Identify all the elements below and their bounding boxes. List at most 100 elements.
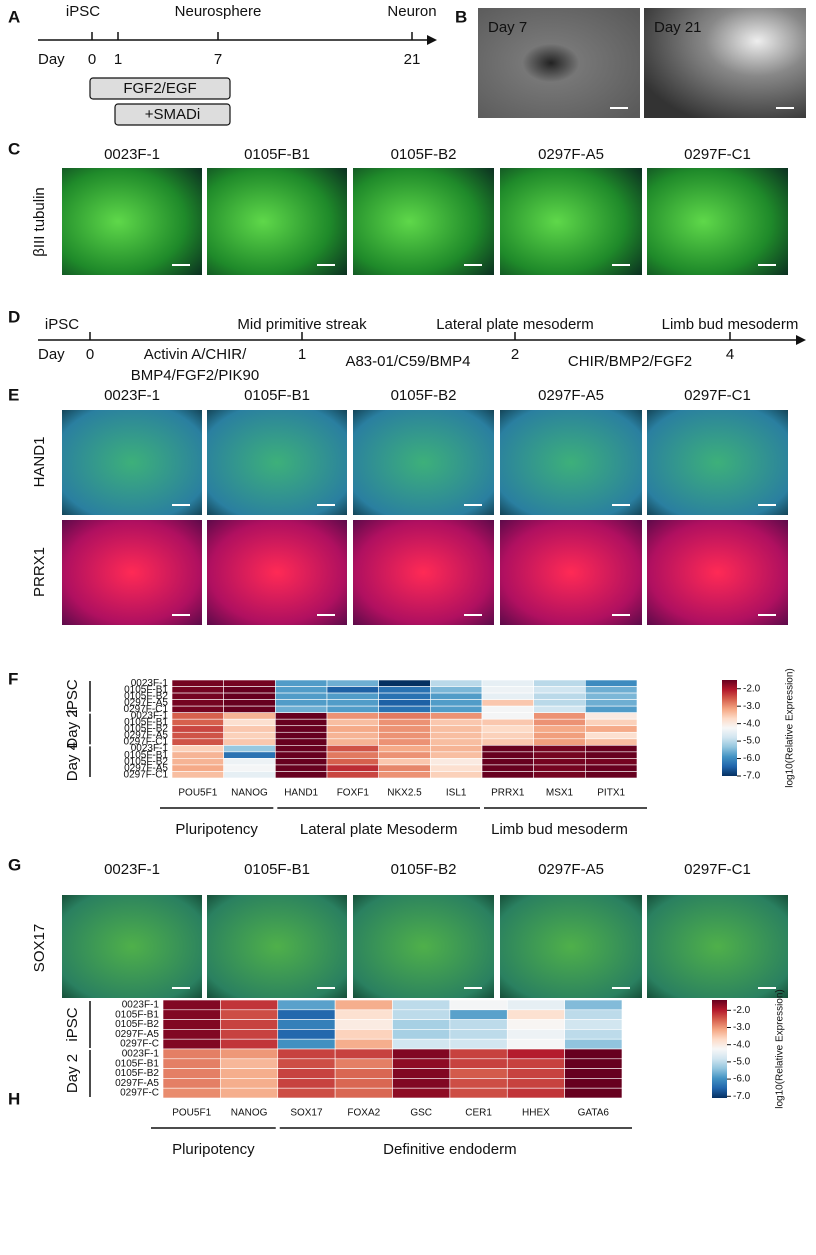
row-label: 0023F-1 <box>122 1049 160 1060</box>
heatmap-cell <box>481 745 534 753</box>
column-label: CER1 <box>465 1108 492 1119</box>
heatmap-cell <box>275 764 328 772</box>
heatmap-cell <box>506 1009 565 1020</box>
column-label: PRRX1 <box>491 788 525 799</box>
heatmap-cell <box>334 1078 393 1089</box>
heatmap-cell <box>326 692 379 700</box>
heatmap-cell <box>506 1058 565 1069</box>
heatmap-cell <box>585 751 638 759</box>
row-label: 0023F-1 <box>131 678 169 689</box>
heatmap-cell <box>171 725 224 733</box>
heatmap-cell <box>378 738 431 746</box>
day-label: 0 <box>88 51 96 68</box>
heatmap-cell <box>223 745 276 753</box>
heatmap-cell <box>223 751 276 759</box>
heatmap-cell <box>449 1038 508 1050</box>
stain-label: SOX17 <box>31 924 48 972</box>
heatmap-cell <box>378 758 431 766</box>
column-label: PITX1 <box>597 788 625 799</box>
day-label: 2 <box>511 346 519 363</box>
heatmap-cell <box>171 679 224 687</box>
heatmap-cell <box>533 712 586 720</box>
heatmap-cell <box>326 712 379 720</box>
heatmap-cell <box>481 692 534 700</box>
heatmap-cell <box>334 1019 393 1030</box>
heatmap-cell <box>430 771 483 779</box>
row-group-label: Day 2 <box>64 709 81 748</box>
heatmap-cell <box>430 718 483 727</box>
heatmap-cell <box>564 999 623 1011</box>
heatmap-cell <box>585 758 638 766</box>
heatmap-cell <box>223 686 276 694</box>
heatmap-cell <box>378 725 431 733</box>
row-label: 0105F-B2 <box>115 1019 159 1030</box>
heatmap-cell <box>430 712 483 720</box>
column-group-label: Lateral plate Mesoderm <box>300 821 458 838</box>
heatmap-cell <box>564 1009 623 1020</box>
heatmap-cell <box>275 712 328 720</box>
heatmap-cell <box>430 764 483 772</box>
row-label: 0105F-B2 <box>124 691 168 702</box>
treatment-label: Activin A/CHIR/ <box>144 346 247 363</box>
panel-label: F <box>8 669 18 688</box>
heatmap-cell <box>481 751 534 759</box>
heatmap-cell <box>171 745 224 753</box>
column-label: SOX17 <box>290 1108 323 1119</box>
row-label: 0297F-A5 <box>124 730 168 741</box>
panel-label: H <box>8 1089 20 1108</box>
heatmap-cell <box>220 1029 279 1040</box>
row-label: 0105F-B1 <box>124 717 168 728</box>
colorbar-tick-label: -3.0 <box>743 701 761 712</box>
heatmap-cell <box>220 1038 279 1050</box>
heatmap-cell <box>378 731 431 740</box>
row-label: 0297F-C <box>120 1039 159 1050</box>
heatmap-cell <box>162 1009 221 1020</box>
heatmap-cell <box>533 725 586 733</box>
treatment-box <box>89 77 231 100</box>
sample-label: 0105F-B1 <box>244 861 310 878</box>
stage-label: Neuron <box>387 3 436 20</box>
heatmap-cell <box>378 718 431 727</box>
heatmap-cell <box>533 771 586 779</box>
heatmap-cell <box>220 1058 279 1069</box>
arrow-head <box>796 335 806 345</box>
heatmap-cell <box>564 1068 623 1079</box>
heatmap-cell <box>392 1038 451 1050</box>
treatment-label: BMP4/FGF2/PIK90 <box>131 367 259 384</box>
row-label: 0105F-B2 <box>124 756 168 767</box>
micrograph <box>207 168 347 275</box>
micrograph <box>500 410 642 515</box>
heatmap-cell <box>220 1019 279 1030</box>
heatmap-cell <box>162 999 221 1011</box>
heatmap-cell <box>223 679 276 687</box>
heatmap-cell <box>220 1078 279 1089</box>
colorbar-tick-label: -7.0 <box>733 1091 751 1102</box>
heatmap-cell <box>277 1078 336 1089</box>
heatmap-cell <box>585 725 638 733</box>
heatmap-cell <box>564 1048 623 1060</box>
heatmap-cell <box>449 1068 508 1079</box>
micrograph <box>647 168 788 275</box>
heatmap-cell <box>220 999 279 1011</box>
heatmap-cell <box>171 764 224 772</box>
heatmap-cell <box>481 738 534 746</box>
heatmap-cell <box>171 718 224 727</box>
heatmap-cell <box>326 771 379 779</box>
heatmap-cell <box>162 1048 221 1060</box>
heatmap-cell <box>392 999 451 1011</box>
colorbar-tick-label: -2.0 <box>743 683 761 694</box>
heatmap-cell <box>430 679 483 687</box>
heatmap-cell <box>326 699 379 707</box>
heatmap-cell <box>171 771 224 779</box>
heatmap-cell <box>171 751 224 759</box>
row-label: 0297F-C1 <box>124 769 169 780</box>
micrograph <box>207 520 347 625</box>
heatmap-cell <box>334 1029 393 1040</box>
panel-label: E <box>8 385 19 404</box>
heatmap-cell <box>223 699 276 707</box>
heatmap-cell <box>481 699 534 707</box>
heatmap-cell <box>392 1048 451 1060</box>
colorbar-tick-label: -3.0 <box>733 1022 751 1033</box>
heatmap-cell <box>449 1058 508 1069</box>
micrograph <box>353 168 494 275</box>
